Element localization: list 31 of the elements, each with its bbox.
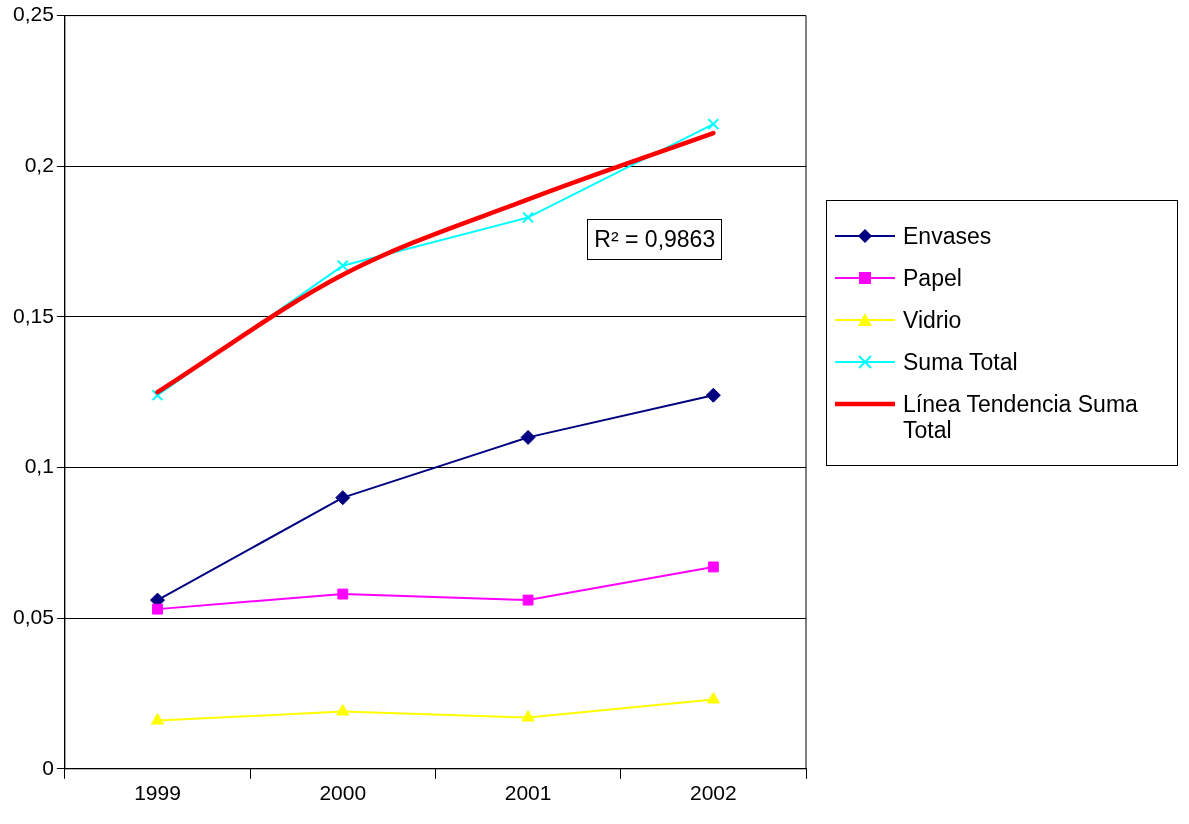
legend-label: Vidrio (903, 307, 962, 333)
y-tick-label: 0,25 (13, 2, 54, 26)
point (150, 713, 165, 725)
annotation: R² = 0,9863 (587, 218, 723, 260)
legend-label: Papel (903, 265, 962, 291)
point (707, 118, 720, 131)
y-tick-label: 0,1 (24, 454, 54, 478)
y-tick-label: 0,05 (13, 604, 54, 628)
x-tick-label: 2000 (319, 781, 367, 805)
x-tick-label: 1999 (134, 781, 181, 805)
point (522, 594, 534, 606)
legend-label: Línea Tendencia Suma Total (903, 391, 1139, 443)
point (336, 259, 349, 272)
y-tick-label: 0,2 (24, 153, 54, 177)
point (521, 710, 535, 722)
point (522, 211, 535, 224)
point (707, 561, 719, 573)
point (520, 429, 536, 445)
point (152, 603, 163, 615)
y-tick-label: 0 (42, 755, 54, 779)
y-tick-label: 0,15 (13, 303, 54, 327)
point (706, 692, 720, 704)
legend-label: Envases (903, 223, 992, 249)
legend-label: Suma Total (903, 349, 1018, 375)
point (151, 389, 164, 402)
point (337, 588, 349, 600)
point (335, 490, 351, 506)
point (705, 387, 721, 403)
x-tick-label: 2002 (690, 781, 737, 805)
point (336, 704, 350, 716)
x-tick-label: 2001 (504, 781, 552, 805)
